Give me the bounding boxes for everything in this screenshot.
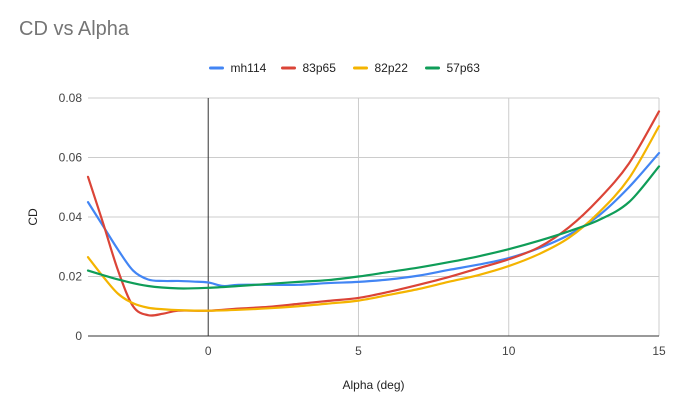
series-line-57p63 xyxy=(86,165,661,290)
axes: 0 0.02 0.04 0.06 0.08 0 5 10 15 xyxy=(59,91,666,358)
x-tick-label: 5 xyxy=(355,344,362,358)
series-lines xyxy=(86,110,661,317)
legend-label-82p22: 82p22 xyxy=(375,61,409,75)
y-tick-label: 0.06 xyxy=(59,151,83,165)
y-tick-label: 0 xyxy=(75,329,82,343)
x-tick-label: 0 xyxy=(205,344,212,358)
y-axis-label: CD xyxy=(26,208,40,226)
y-tick-label: 0.08 xyxy=(59,91,83,105)
chart-title: CD vs Alpha xyxy=(19,18,130,40)
x-axis-label: Alpha (deg) xyxy=(342,378,404,392)
legend: mh114 83p65 82p22 57p63 xyxy=(209,61,481,75)
grid-lines xyxy=(88,97,660,336)
series-line-82p22 xyxy=(86,125,661,312)
y-tick-label: 0.02 xyxy=(59,270,83,284)
series-line-mh114 xyxy=(86,151,661,288)
x-tick-label: 10 xyxy=(502,344,516,358)
series-line-83p65 xyxy=(86,110,661,317)
legend-label-83p65: 83p65 xyxy=(303,61,337,75)
y-tick-label: 0.04 xyxy=(59,210,83,224)
legend-label-57p63: 57p63 xyxy=(447,61,481,75)
legend-label-mh114: mh114 xyxy=(231,61,267,75)
x-tick-label: 15 xyxy=(652,344,666,358)
